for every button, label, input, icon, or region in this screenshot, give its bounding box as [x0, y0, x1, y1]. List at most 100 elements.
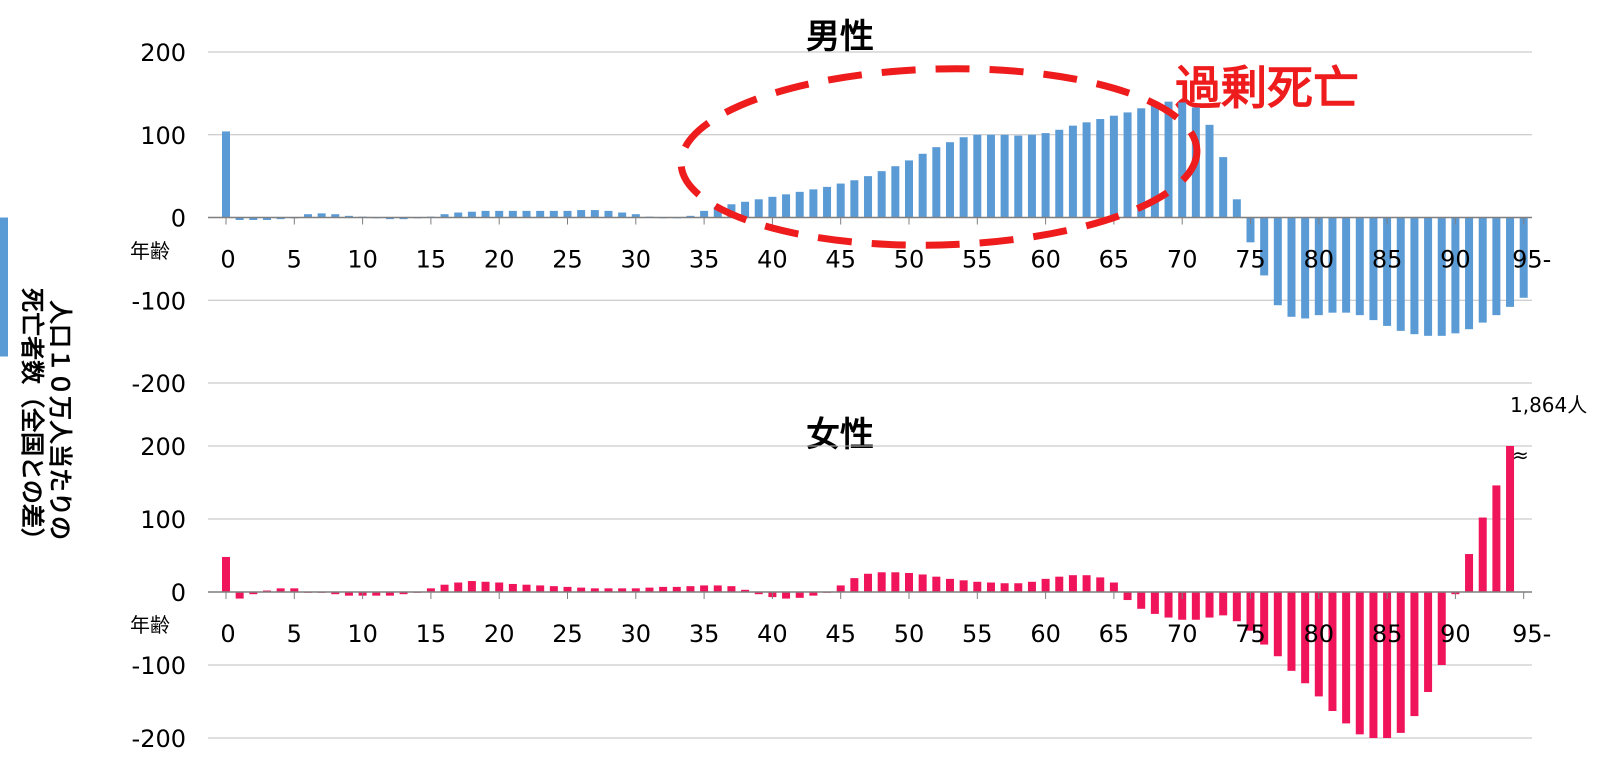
female-bar	[973, 581, 982, 592]
female-bar	[1273, 592, 1282, 657]
female-bar	[385, 592, 394, 596]
female-bar	[1055, 576, 1064, 592]
male-bar	[945, 142, 954, 218]
female-bar	[1109, 582, 1118, 592]
male-bar	[754, 199, 763, 218]
male-bar	[1506, 217, 1515, 307]
female-bar	[1396, 592, 1405, 733]
female-bar	[1478, 517, 1487, 592]
female-bar	[1014, 583, 1023, 592]
female-bar	[1410, 592, 1419, 717]
male-bar	[1027, 134, 1036, 218]
male-bar	[1096, 119, 1105, 218]
female-panel-title: 女性	[806, 415, 874, 455]
female-x-tick-label: 35	[689, 620, 720, 648]
male-bar	[877, 171, 886, 218]
female-bar	[700, 585, 709, 592]
male-bar	[590, 210, 599, 218]
male-bar	[262, 217, 271, 220]
female-bar	[222, 556, 230, 592]
female-x-tick-label: 10	[347, 620, 378, 648]
female-bar	[590, 588, 599, 592]
male-bar	[536, 210, 545, 218]
male-x-tick-label: 70	[1167, 246, 1198, 274]
male-bar	[836, 183, 845, 218]
male-bar	[1437, 217, 1446, 336]
female-x-tick-label: 75	[1235, 620, 1266, 648]
male-y-tick-label: -100	[132, 287, 186, 315]
male-x-tick-label: 65	[1099, 246, 1130, 274]
female-bar	[945, 578, 954, 592]
male-bar	[700, 210, 709, 218]
excess-death-dashed-ellipse	[677, 65, 1201, 249]
male-x-tick-label: 50	[894, 246, 925, 274]
male-bar	[768, 196, 777, 218]
female-bar	[1164, 592, 1173, 618]
female-bar	[741, 589, 750, 592]
female-bar	[727, 586, 736, 592]
female-bar	[235, 592, 244, 599]
male-bar	[0, 217, 8, 357]
female-bar	[1123, 592, 1132, 601]
male-bar	[604, 210, 613, 218]
male-x-tick-label: 60	[1030, 246, 1061, 274]
female-bar	[1137, 592, 1146, 609]
female-bar	[631, 588, 640, 592]
male-x-tick-label: 95-	[1512, 246, 1551, 274]
female-x-tick-label: 95-	[1512, 620, 1551, 648]
female-y-tick-label: 100	[140, 506, 186, 534]
male-bar	[344, 215, 353, 218]
male-bar	[618, 212, 627, 218]
male-bar	[1478, 217, 1487, 323]
female-bar	[467, 581, 476, 592]
male-y-tick-label: 0	[171, 205, 186, 233]
male-bar	[1164, 101, 1173, 218]
male-bar	[1137, 108, 1146, 218]
female-bar	[1096, 577, 1105, 592]
male-bar	[563, 210, 572, 218]
female-bar	[495, 582, 504, 592]
female-bar	[1205, 592, 1214, 618]
female-x-tick-label: 55	[962, 620, 993, 648]
male-bar	[1465, 217, 1474, 330]
male-bar	[1232, 199, 1241, 218]
male-x-tick-label: 5	[287, 246, 302, 274]
male-bar	[495, 210, 504, 218]
female-x-tick-label: 40	[757, 620, 788, 648]
female-bar	[440, 584, 449, 592]
female-bar	[1000, 583, 1009, 592]
excess-death-annotation: 過剰死亡	[1175, 61, 1359, 115]
female-bar	[986, 582, 995, 592]
male-bar	[454, 212, 463, 218]
female-bar	[508, 583, 517, 592]
male-bar	[959, 137, 968, 218]
male-bar	[1328, 217, 1337, 313]
female-bar	[850, 578, 859, 592]
female-x-tick-label: 50	[894, 620, 925, 648]
female-bar	[795, 592, 804, 598]
female-x-tick-label: 70	[1167, 620, 1198, 648]
female-top-bar-value-label: 1,864人	[1510, 393, 1587, 417]
male-bar	[713, 206, 722, 218]
male-x-tick-label: 75	[1235, 246, 1266, 274]
female-bar	[549, 586, 558, 592]
male-bar	[891, 166, 900, 218]
male-bar	[1260, 217, 1269, 276]
male-bar	[577, 210, 586, 218]
female-bar	[1260, 592, 1269, 645]
male-bar	[303, 214, 312, 218]
female-bar	[645, 587, 654, 592]
female-bar	[1082, 575, 1091, 592]
female-x-tick-label: 90	[1440, 620, 1471, 648]
male-bar	[1355, 217, 1364, 316]
male-bar	[1109, 115, 1118, 218]
female-bar	[1068, 575, 1077, 592]
male-y-tick-label: 100	[140, 122, 186, 150]
female-y-tick-label: -200	[132, 725, 186, 753]
female-bar	[1301, 592, 1310, 684]
male-x-tick-label: 45	[825, 246, 856, 274]
male-x-tick-label: 55	[962, 246, 993, 274]
male-bar	[823, 186, 832, 218]
male-bar	[905, 160, 913, 218]
